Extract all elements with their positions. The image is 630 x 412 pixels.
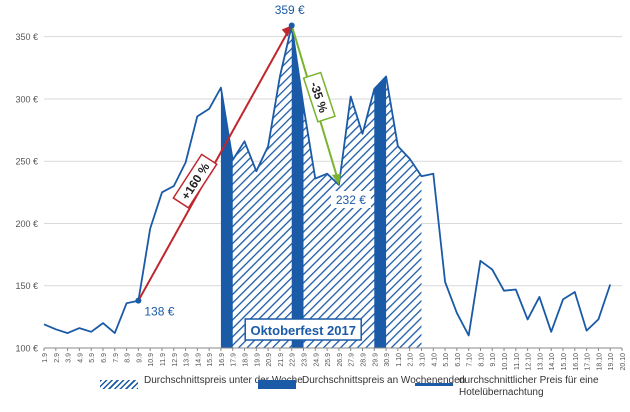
x-tick-label: 10.10 bbox=[502, 353, 509, 371]
x-tick-label: 1.9 bbox=[42, 353, 49, 363]
x-tick-label: 8.9 bbox=[125, 353, 132, 363]
max-value-label: 359 € bbox=[275, 3, 305, 17]
y-tick-label: 300 € bbox=[15, 94, 38, 104]
low-value-label-bg bbox=[330, 191, 371, 208]
weekend-area bbox=[220, 87, 233, 349]
x-tick-label: 7.10 bbox=[467, 353, 474, 367]
x-tick-label: 17.10 bbox=[585, 353, 592, 371]
weekday-area bbox=[220, 25, 422, 348]
x-tick-label: 9.10 bbox=[490, 353, 497, 367]
decrease-badge-box bbox=[302, 71, 336, 123]
x-tick-label: 21.9 bbox=[278, 353, 285, 367]
x-tick-label: 3.9 bbox=[66, 353, 73, 363]
x-tick-label: 25.9 bbox=[325, 353, 332, 367]
x-tick-label: 13.10 bbox=[537, 353, 544, 371]
x-tick-label: 1.10 bbox=[396, 353, 403, 367]
decrease-arrowhead bbox=[331, 173, 341, 185]
y-tick-label: 250 € bbox=[15, 157, 38, 167]
weekend-area bbox=[374, 76, 387, 348]
x-tick-label: 2.9 bbox=[54, 353, 61, 363]
min-point bbox=[135, 297, 142, 304]
y-tick-label: 150 € bbox=[15, 281, 38, 291]
x-tick-label: 16.9 bbox=[219, 353, 226, 367]
x-tick-label: 23.9 bbox=[302, 353, 309, 367]
x-tick-label: 12.10 bbox=[526, 353, 533, 371]
x-tick-label: 20.10 bbox=[620, 353, 627, 371]
x-tick-label: 15.10 bbox=[561, 353, 568, 371]
x-tick-label: 29.9 bbox=[372, 353, 379, 367]
x-tick-label: 14.10 bbox=[549, 353, 556, 371]
x-tick-label: 12.9 bbox=[172, 353, 179, 367]
x-tick-label: 27.9 bbox=[349, 353, 356, 367]
x-tick-label: 10.9 bbox=[148, 353, 155, 367]
x-tick-label: 14.9 bbox=[195, 353, 202, 367]
x-tick-label: 24.9 bbox=[313, 353, 320, 367]
x-tick-label: 5.9 bbox=[89, 353, 96, 363]
x-tick-label: 8.10 bbox=[478, 353, 485, 367]
x-tick-label: 13.9 bbox=[184, 353, 191, 367]
low-value-label: 232 € bbox=[336, 193, 366, 207]
min-value-label: 138 € bbox=[144, 305, 174, 319]
legend-swatch-solid bbox=[258, 380, 296, 389]
weekend-area bbox=[291, 25, 304, 348]
x-tick-label: 19.9 bbox=[254, 353, 261, 367]
x-tick-label: 22.9 bbox=[290, 353, 297, 367]
x-tick-label: 4.9 bbox=[77, 353, 84, 363]
x-tick-label: 6.9 bbox=[101, 353, 108, 363]
x-tick-label: 17.9 bbox=[231, 353, 238, 367]
x-tick-label: 9.9 bbox=[136, 353, 143, 363]
x-tick-label: 28.9 bbox=[360, 353, 367, 367]
x-tick-label: 11.9 bbox=[160, 353, 167, 366]
y-tick-label: 350 € bbox=[15, 32, 38, 42]
x-tick-label: 18.9 bbox=[243, 353, 250, 367]
x-tick-label: 20.9 bbox=[266, 353, 273, 367]
x-tick-label: 2.10 bbox=[408, 353, 415, 367]
y-tick-label: 200 € bbox=[15, 219, 38, 229]
x-tick-label: 7.9 bbox=[113, 353, 120, 363]
event-label-box bbox=[244, 318, 362, 341]
legend: Durchschnittspreis unter der Woche Durch… bbox=[0, 375, 630, 409]
x-tick-label: 19.10 bbox=[608, 353, 615, 371]
event-label: Oktoberfest 2017 bbox=[250, 323, 356, 338]
x-tick-label: 16.10 bbox=[573, 353, 580, 371]
increase-arrowhead bbox=[281, 25, 292, 37]
legend-label: Durchschnittspreis an Wochenenden bbox=[302, 375, 466, 386]
y-tick-label: 100 € bbox=[15, 344, 38, 354]
x-tick-label: 11.10 bbox=[514, 353, 521, 370]
x-tick-label: 18.10 bbox=[596, 353, 603, 371]
increase-badge-box bbox=[172, 153, 218, 209]
x-tick-label: 3.10 bbox=[419, 353, 426, 367]
x-tick-label: 15.9 bbox=[207, 353, 214, 367]
legend-swatch-hatch bbox=[100, 380, 138, 389]
decrease-badge: -35 % bbox=[302, 71, 336, 123]
x-tick-label: 5.10 bbox=[443, 353, 450, 367]
fill-layer bbox=[220, 25, 422, 349]
legend-label: Durchschnittspreis unter der Woche bbox=[144, 375, 303, 386]
x-tick-label: 30.9 bbox=[384, 353, 391, 367]
x-tick-label: 4.10 bbox=[431, 353, 438, 367]
legend-label: durchschnittlicher Preis für eine Hotelü… bbox=[459, 375, 599, 398]
x-tick-label: 26.9 bbox=[337, 353, 344, 367]
legend-swatch-line bbox=[415, 383, 453, 386]
x-tick-label: 6.10 bbox=[455, 353, 462, 367]
axis-layer: 100 € 150 € 200 € 250 € 300 € 350 € 1.9 2.9 3.9 4… bbox=[15, 32, 627, 370]
max-point bbox=[288, 22, 295, 29]
